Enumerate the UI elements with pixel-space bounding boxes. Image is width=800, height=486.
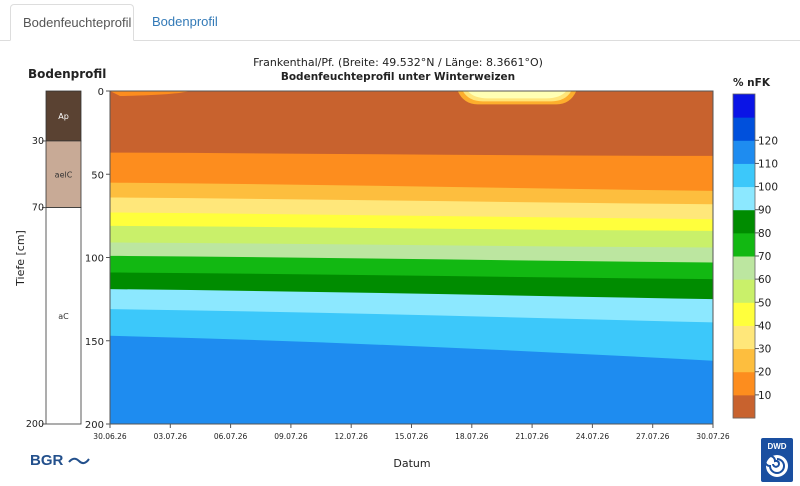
tab-bar: Bodenfeuchteprofil Bodenprofil xyxy=(0,0,800,41)
legend: 10 20 30 40 50 60 70 80 90 100 110 120 xyxy=(732,93,778,419)
legend-swatch-40 xyxy=(733,302,755,326)
date-axis: 30.06.26 03.07.26 06.07.26 09.07.26 12.07.26… xyxy=(93,424,730,441)
chart-title: Frankenthal/Pf. (Breite: 49.532°N / Läng… xyxy=(253,56,543,69)
profile-tick-label: 200 xyxy=(26,419,44,430)
legend-swatch-100 xyxy=(733,163,755,188)
x-axis-label: Datum xyxy=(393,457,430,470)
chart-subtitle: Bodenfeuchteprofil unter Winterweizen xyxy=(281,71,515,83)
legend-tick-label: 10 xyxy=(758,390,771,402)
y-tick-label: 0 xyxy=(98,87,104,98)
legend-swatch-30 xyxy=(733,325,755,350)
x-tick-label: 15.07.26 xyxy=(395,432,429,441)
legend-tick-label: 40 xyxy=(758,320,771,332)
depth-axis-label: Tiefe [cm] xyxy=(14,230,27,287)
dwd-logo: DWD xyxy=(761,438,793,482)
x-tick-label: 06.07.26 xyxy=(214,432,248,441)
horizon-label: aC xyxy=(58,312,69,321)
bgr-logo: BGR xyxy=(30,452,90,469)
surface-patch-left xyxy=(110,91,190,96)
surface-patch-2 xyxy=(467,91,567,99)
y-tick-label: 150 xyxy=(85,337,104,348)
tab-bodenfeuchteprofil[interactable]: Bodenfeuchteprofil xyxy=(10,4,134,41)
y-tick-label: 200 xyxy=(85,420,104,431)
legend-swatch-60 xyxy=(733,256,755,280)
svg-text:DWD: DWD xyxy=(767,442,786,451)
legend-tick-label: 120 xyxy=(758,135,778,147)
legend-tick-label: 110 xyxy=(758,158,778,170)
legend-title: % nFK xyxy=(733,77,771,89)
legend-swatch-120 xyxy=(733,117,755,141)
x-tick-label: 27.07.26 xyxy=(636,432,670,441)
legend-swatch-0 xyxy=(733,394,755,419)
x-tick-label: 09.07.26 xyxy=(274,432,308,441)
x-tick-label: 30.06.26 xyxy=(93,432,127,441)
x-tick-label: 18.07.26 xyxy=(455,432,489,441)
horizon-aC xyxy=(45,207,82,425)
legend-swatch-130 xyxy=(733,94,755,118)
legend-swatch-70 xyxy=(733,232,755,257)
chart-area: Frankenthal/Pf. (Breite: 49.532°N / Läng… xyxy=(14,56,778,470)
x-tick-label: 03.07.26 xyxy=(154,432,188,441)
legend-tick-label: 90 xyxy=(758,205,771,217)
legend-tick-label: 80 xyxy=(758,228,771,240)
contour-band-110 xyxy=(110,335,713,424)
depth-axis: 0 50 100 150 200 xyxy=(85,87,110,431)
y-tick-label: 100 xyxy=(85,254,104,265)
x-tick-label: 21.07.26 xyxy=(515,432,549,441)
legend-swatch-90 xyxy=(733,186,755,211)
horizon-label: Ap xyxy=(58,112,69,121)
soil-profile-column: Ap aelC aC 30 70 200 xyxy=(26,90,82,430)
legend-tick-label: 60 xyxy=(758,274,771,286)
x-tick-label: 30.07.26 xyxy=(696,432,730,441)
legend-tick-label: 100 xyxy=(758,182,778,194)
horizon-label: aelC xyxy=(55,170,73,179)
legend-swatch-20 xyxy=(733,348,755,373)
legend-swatch-10 xyxy=(733,371,755,396)
dwd-swirl-icon: DWD xyxy=(761,438,793,482)
legend-tick-label: 70 xyxy=(758,251,771,263)
moisture-contour-plot xyxy=(110,91,713,425)
legend-swatch-50 xyxy=(733,279,755,303)
y-tick-label: 50 xyxy=(91,170,104,181)
legend-tick-label: 30 xyxy=(758,344,771,356)
profile-tick-label: 70 xyxy=(32,203,44,214)
horizon-aelC xyxy=(45,140,82,208)
legend-tick-label: 50 xyxy=(758,297,771,309)
horizon-Ap xyxy=(45,90,82,142)
x-tick-label: 24.07.26 xyxy=(576,432,610,441)
legend-tick-label: 20 xyxy=(758,367,771,379)
bgr-wave-icon xyxy=(67,457,90,465)
soil-profile-title: Bodenprofil xyxy=(28,67,106,81)
tab-bodenprofil[interactable]: Bodenprofil xyxy=(152,14,218,29)
legend-swatch-110 xyxy=(733,140,755,164)
profile-tick-label: 30 xyxy=(32,136,44,147)
legend-swatch-80 xyxy=(733,209,755,234)
x-tick-label: 12.07.26 xyxy=(334,432,368,441)
